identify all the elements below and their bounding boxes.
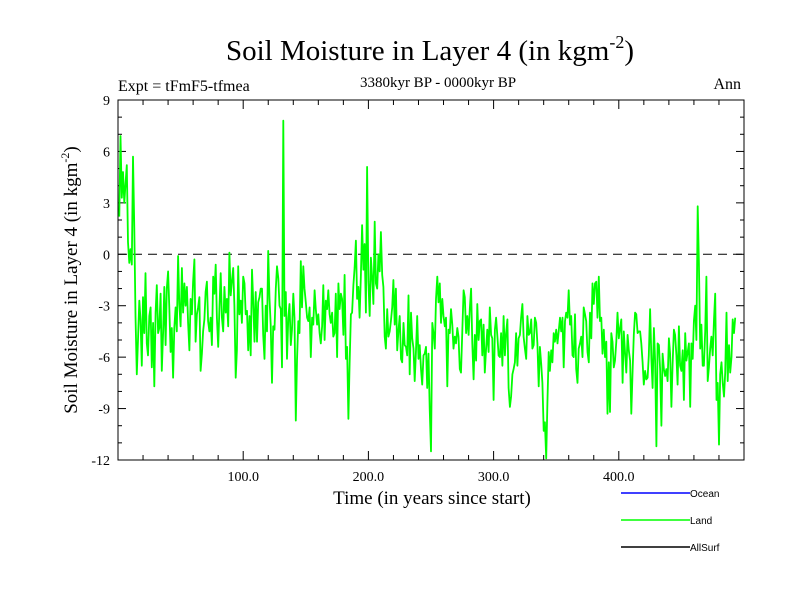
chart-title: Soil Moisture in Layer 4 (in kgm-2) — [226, 32, 634, 67]
y-tick-label: 0 — [103, 248, 110, 263]
legend-label-allsurf: AllSurf — [690, 543, 720, 554]
y-tick-label: -12 — [91, 454, 110, 469]
x-tick-label: 300.0 — [478, 470, 510, 485]
x-tick-label: 200.0 — [353, 470, 385, 485]
chart-subtitle: 3380kyr BP - 0000kyr BP — [360, 75, 516, 91]
y-axis-label: Soil Moisture in Layer 4 (in kgm-2) — [58, 146, 82, 414]
legend: Ocean Land AllSurf — [621, 489, 720, 554]
y-tick-label: -3 — [98, 300, 110, 315]
x-tick-label: 400.0 — [603, 470, 635, 485]
x-tick-label: 100.0 — [227, 470, 259, 485]
plot-frame — [117, 99, 745, 461]
y-axis: 9 6 3 0 -3 -6 -9 -12 — [91, 94, 744, 469]
y-tick-label: 9 — [103, 94, 110, 109]
x-axis: 100.0 200.0 300.0 400.0 — [142, 100, 720, 485]
experiment-label: Expt = tFmF5-tfmea — [118, 78, 250, 95]
land-series-line — [118, 119, 737, 460]
y-tick-label: 6 — [103, 145, 110, 160]
y-tick-label: 3 — [103, 197, 110, 212]
y-tick-label: -9 — [98, 403, 110, 418]
season-label: Ann — [713, 76, 741, 93]
legend-label-land: Land — [690, 516, 712, 527]
x-axis-label: Time (in years since start) — [333, 488, 531, 509]
y-tick-label: -6 — [98, 351, 110, 366]
legend-label-ocean: Ocean — [690, 489, 719, 500]
